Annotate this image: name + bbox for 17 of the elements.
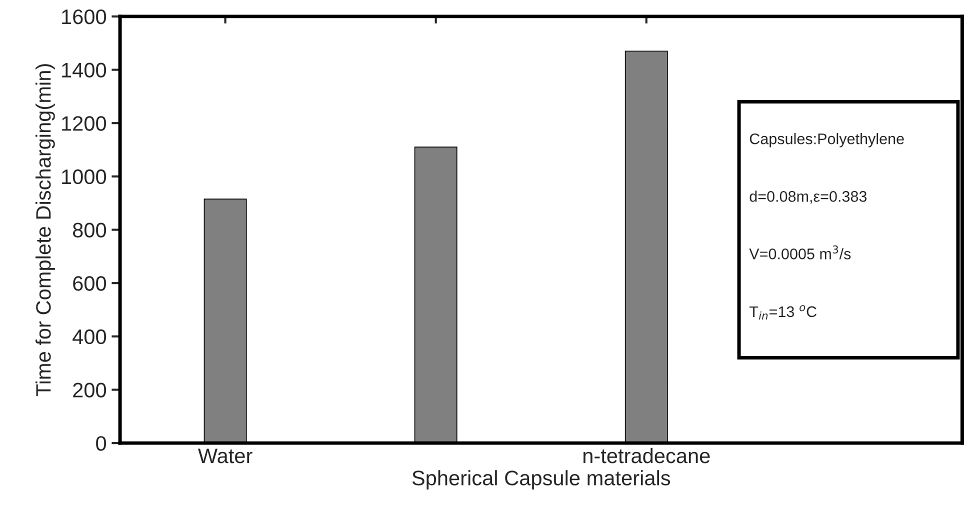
x-tick-label: Water bbox=[198, 448, 252, 464]
annotation: d=0.08m,ε=0.383 bbox=[750, 190, 867, 204]
y-tick-label: 1200 bbox=[62, 116, 106, 131]
y-tick-label: 1400 bbox=[62, 62, 106, 78]
x-tick-label: n-tetradecane bbox=[583, 448, 710, 464]
y-tick-label: 1600 bbox=[62, 9, 106, 24]
y-tick-label: 1000 bbox=[62, 169, 106, 184]
annotation: Capsules:Polyethylene bbox=[750, 133, 904, 148]
x-axis-title: Spherical Capsule materials bbox=[412, 470, 670, 490]
y-axis-title: Time for Complete Discharging(min) bbox=[36, 64, 55, 396]
y-tick-label: 400 bbox=[72, 329, 106, 344]
y-tick-label: 200 bbox=[73, 382, 106, 398]
y-tick-label: 0 bbox=[96, 436, 106, 451]
y-tick-label: 600 bbox=[73, 276, 106, 291]
y-tick-label: 800 bbox=[72, 222, 106, 238]
annotation: T$_{in}$=13 $^{o}$C bbox=[749, 305, 816, 320]
annotation: V=0.0005 m$^{3}$/s bbox=[749, 245, 851, 260]
